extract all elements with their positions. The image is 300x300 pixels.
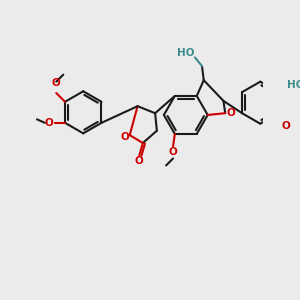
Text: HO: HO	[178, 48, 195, 58]
Text: O: O	[51, 78, 60, 88]
Text: O: O	[45, 118, 54, 128]
Text: O: O	[120, 132, 129, 142]
Text: HO: HO	[287, 80, 300, 90]
Text: O: O	[227, 108, 236, 118]
Text: O: O	[281, 121, 290, 131]
Text: O: O	[135, 156, 144, 167]
Text: O: O	[169, 147, 178, 157]
